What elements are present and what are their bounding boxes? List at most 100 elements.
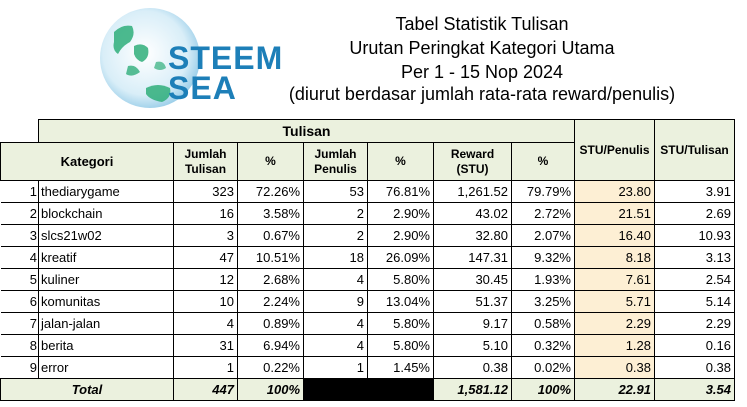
cell-jumlah-tulisan: 47 bbox=[173, 246, 238, 269]
cell-stu-penulis: 0.38 bbox=[574, 356, 655, 379]
header-jumlah-tulisan-l2: Tulisan bbox=[184, 161, 227, 176]
header-stu-penulis: STU/Penulis bbox=[574, 119, 655, 181]
table-row: 4 kreatif 47 10.51% 18 26.09% 147.31 9.3… bbox=[0, 246, 735, 269]
header-jumlah-penulis: Jumlah Penulis bbox=[303, 142, 368, 181]
total-reward: 1,581.12 bbox=[433, 378, 512, 401]
header-reward-l1: Reward bbox=[450, 146, 495, 161]
cell-pct-tulisan: 0.67% bbox=[237, 224, 304, 247]
statistics-table: Tulisan STU/Penulis STU/Tulisan Kategori… bbox=[0, 119, 735, 401]
cell-pct-penulis: 2.90% bbox=[367, 224, 434, 247]
table-row: 9 error 1 0.22% 1 1.45% 0.38 0.02% 0.38 … bbox=[0, 356, 735, 379]
cell-jumlah-tulisan: 16 bbox=[173, 202, 238, 225]
header-kategori: Kategori bbox=[0, 142, 174, 181]
cell-jumlah-penulis: 18 bbox=[303, 246, 368, 269]
cell-pct-penulis: 26.09% bbox=[367, 246, 434, 269]
cell-kategori: kuliner bbox=[38, 268, 174, 291]
cell-stu-tulisan: 5.14 bbox=[654, 290, 735, 313]
cell-jumlah-penulis: 4 bbox=[303, 268, 368, 291]
cell-pct-penulis: 76.81% bbox=[367, 180, 434, 203]
cell-jumlah-tulisan: 31 bbox=[173, 334, 238, 357]
cell-kategori: kreatif bbox=[38, 246, 174, 269]
cell-jumlah-penulis: 2 bbox=[303, 224, 368, 247]
cell-pct-reward: 2.72% bbox=[511, 202, 575, 225]
cell-jumlah-penulis: 4 bbox=[303, 334, 368, 357]
cell-stu-tulisan: 3.13 bbox=[654, 246, 735, 269]
table-row: 1 thediarygame 323 72.26% 53 76.81% 1,26… bbox=[0, 180, 735, 203]
cell-reward: 43.02 bbox=[433, 202, 512, 225]
cell-no: 2 bbox=[0, 202, 39, 225]
cell-stu-tulisan: 3.91 bbox=[654, 180, 735, 203]
cell-pct-reward: 0.58% bbox=[511, 312, 575, 335]
cell-stu-tulisan: 10.93 bbox=[654, 224, 735, 247]
table-row: 5 kuliner 12 2.68% 4 5.80% 30.45 1.93% 7… bbox=[0, 268, 735, 291]
header-pct-tulisan: % bbox=[237, 142, 304, 181]
cell-pct-tulisan: 72.26% bbox=[237, 180, 304, 203]
cell-pct-tulisan: 10.51% bbox=[237, 246, 304, 269]
cell-kategori: slcs21w02 bbox=[38, 224, 174, 247]
cell-jumlah-penulis: 2 bbox=[303, 202, 368, 225]
cell-stu-penulis: 5.71 bbox=[574, 290, 655, 313]
cell-jumlah-penulis: 1 bbox=[303, 356, 368, 379]
cell-stu-tulisan: 2.54 bbox=[654, 268, 735, 291]
cell-jumlah-tulisan: 10 bbox=[173, 290, 238, 313]
cell-jumlah-penulis: 9 bbox=[303, 290, 368, 313]
header-pct-penulis: % bbox=[367, 142, 434, 181]
cell-stu-tulisan: 2.29 bbox=[654, 312, 735, 335]
cell-jumlah-penulis: 53 bbox=[303, 180, 368, 203]
cell-pct-tulisan: 6.94% bbox=[237, 334, 304, 357]
header-reward: Reward (STU) bbox=[433, 142, 512, 181]
cell-reward: 5.10 bbox=[433, 334, 512, 357]
total-pct-reward: 100% bbox=[511, 378, 575, 401]
cell-stu-penulis: 8.18 bbox=[574, 246, 655, 269]
cell-jumlah-tulisan: 1 bbox=[173, 356, 238, 379]
cell-reward: 0.38 bbox=[433, 356, 512, 379]
cell-stu-tulisan: 0.38 bbox=[654, 356, 735, 379]
cell-reward: 1,261.52 bbox=[433, 180, 512, 203]
cell-reward: 32.80 bbox=[433, 224, 512, 247]
total-row: Total 447 100% 1,581.12 100% 22.91 3.54 bbox=[0, 378, 735, 401]
table-row: 7 jalan-jalan 4 0.89% 4 5.80% 9.17 0.58%… bbox=[0, 312, 735, 335]
cell-reward: 9.17 bbox=[433, 312, 512, 335]
cell-stu-penulis: 16.40 bbox=[574, 224, 655, 247]
cell-pct-reward: 79.79% bbox=[511, 180, 575, 203]
cell-pct-penulis: 5.80% bbox=[367, 334, 434, 357]
cell-no: 8 bbox=[0, 334, 39, 357]
cell-pct-reward: 0.32% bbox=[511, 334, 575, 357]
cell-pct-penulis: 2.90% bbox=[367, 202, 434, 225]
cell-jumlah-tulisan: 12 bbox=[173, 268, 238, 291]
header-reward-l2: (STU) bbox=[456, 161, 489, 176]
cell-no: 4 bbox=[0, 246, 39, 269]
globe-icon bbox=[100, 8, 200, 108]
cell-pct-reward: 1.93% bbox=[511, 268, 575, 291]
cell-no: 5 bbox=[0, 268, 39, 291]
table-row: 8 berita 31 6.94% 4 5.80% 5.10 0.32% 1.2… bbox=[0, 334, 735, 357]
total-blacked-out-cell bbox=[303, 378, 434, 401]
logo-text-steem: STEEM bbox=[168, 40, 284, 76]
title-line-3: Per 1 - 15 Nop 2024 bbox=[400, 62, 564, 82]
cell-pct-reward: 0.02% bbox=[511, 356, 575, 379]
cell-pct-reward: 2.07% bbox=[511, 224, 575, 247]
header-jumlah-tulisan: Jumlah Tulisan bbox=[173, 142, 238, 181]
cell-stu-penulis: 7.61 bbox=[574, 268, 655, 291]
steem-sea-logo: STEEM SEA bbox=[92, 2, 282, 112]
table-body: 1 thediarygame 323 72.26% 53 76.81% 1,26… bbox=[0, 180, 735, 401]
cell-kategori: error bbox=[38, 356, 174, 379]
cell-pct-tulisan: 2.24% bbox=[237, 290, 304, 313]
cell-jumlah-penulis: 4 bbox=[303, 312, 368, 335]
cell-stu-penulis: 2.29 bbox=[574, 312, 655, 335]
cell-pct-penulis: 5.80% bbox=[367, 268, 434, 291]
table-row: 6 komunitas 10 2.24% 9 13.04% 51.37 3.25… bbox=[0, 290, 735, 313]
cell-no: 9 bbox=[0, 356, 39, 379]
cell-kategori: berita bbox=[38, 334, 174, 357]
header-tulisan-group: Tulisan bbox=[38, 119, 575, 143]
cell-reward: 147.31 bbox=[433, 246, 512, 269]
cell-pct-reward: 3.25% bbox=[511, 290, 575, 313]
cell-stu-tulisan: 2.69 bbox=[654, 202, 735, 225]
cell-pct-penulis: 5.80% bbox=[367, 312, 434, 335]
cell-kategori: jalan-jalan bbox=[38, 312, 174, 335]
cell-kategori: komunitas bbox=[38, 290, 174, 313]
cell-stu-tulisan: 0.16 bbox=[654, 334, 735, 357]
header-jumlah-penulis-l1: Jumlah bbox=[314, 146, 357, 161]
header-jumlah-penulis-l2: Penulis bbox=[314, 161, 357, 176]
total-stu-penulis: 22.91 bbox=[574, 378, 655, 401]
